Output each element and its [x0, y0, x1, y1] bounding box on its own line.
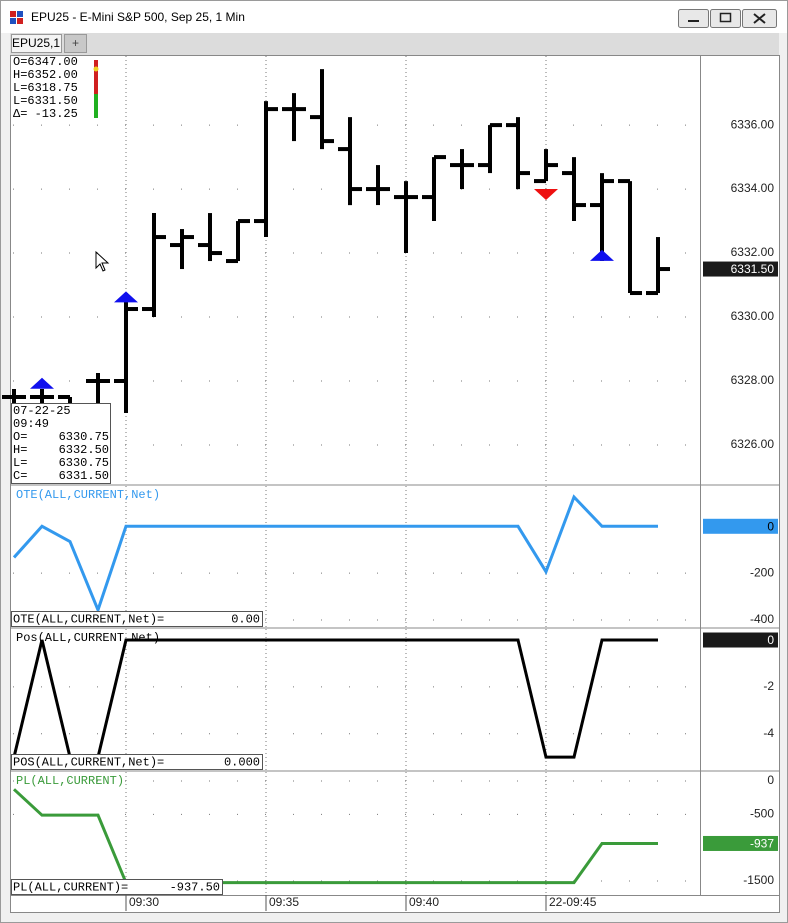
status-value: 0.000: [224, 756, 260, 770]
info-strip-dot: [93, 66, 99, 72]
y-tick-label: 6326.00: [731, 437, 775, 451]
indicator-line: [12, 788, 658, 885]
x-tick-label: 09:40: [409, 895, 439, 909]
y-tick-label: -4: [763, 726, 774, 740]
status-value: -937.50: [170, 881, 220, 895]
x-tick-label: 09:30: [129, 895, 159, 909]
y-tick-label: 6336.00: [731, 117, 775, 131]
ohlc-info: Δ= -13.25: [13, 107, 78, 121]
data-box-key: H=: [13, 443, 27, 457]
ohlc-info: O=6347.00: [13, 55, 78, 69]
panel-title: OTE(ALL,CURRENT,Net): [16, 488, 160, 502]
last-value-label: -937: [750, 837, 774, 851]
status-label: OTE(ALL,CURRENT,Net)=: [13, 613, 164, 627]
status-value: 0.00: [231, 613, 260, 627]
data-box-value: 6330.75: [59, 430, 109, 444]
ohlc-info: L=6318.75: [13, 81, 78, 95]
y-tick-label: 6330.00: [731, 309, 775, 323]
x-tick-label: 22-09:45: [549, 895, 597, 909]
chart-layer: 6326.00 6328.00 6330.00 6332.00 6334.00 6336.…: [2, 55, 778, 911]
x-tick-label: 09:35: [269, 895, 299, 909]
indicator-line: [12, 638, 658, 759]
ohlc-info: H=6352.00: [13, 68, 78, 82]
trade-marker: [590, 249, 614, 261]
data-box: [11, 403, 111, 484]
panel-title: PL(ALL,CURRENT): [16, 774, 124, 788]
status-label: PL(ALL,CURRENT)=: [13, 881, 128, 895]
new-tab-button[interactable]: [64, 34, 87, 53]
data-box-key: C=: [13, 469, 27, 483]
last-value-box: [703, 835, 778, 851]
minimize-button[interactable]: [678, 9, 709, 28]
y-tick-label: -400: [750, 612, 774, 626]
last-value-label: 6331.50: [731, 262, 775, 276]
status-label: POS(ALL,CURRENT,Net)=: [13, 756, 164, 770]
data-box-time: 09:49: [13, 417, 49, 431]
data-box-value: 6331.50: [59, 469, 109, 483]
y-tick-label: -1500: [743, 873, 774, 887]
trade-marker: [114, 291, 138, 303]
data-box-date: 07-22-25: [13, 404, 71, 418]
data-box-key: L=: [13, 456, 27, 470]
y-tick-label: -200: [750, 565, 774, 579]
ohlc-info: L=6331.50: [13, 94, 78, 108]
last-value-label: 0: [767, 633, 774, 647]
trade-marker: [534, 188, 558, 200]
app-icon: [10, 11, 23, 24]
tab-bar: [10, 33, 779, 55]
last-value-box: [703, 261, 778, 277]
data-box-value: 6332.50: [59, 443, 109, 457]
info-strip-green: [94, 94, 98, 118]
window-title: EPU25 - E-Mini S&P 500, Sep 25, 1 Min: [31, 10, 245, 24]
info-strip-red: [94, 60, 98, 94]
last-value-box: [703, 632, 778, 648]
data-box-value: 6330.75: [59, 456, 109, 470]
new-tab-label[interactable]: +: [72, 36, 79, 50]
y-tick-label: -2: [763, 679, 774, 693]
data-box-key: O=: [13, 430, 27, 444]
y-tick-label: 6334.00: [731, 181, 775, 195]
y-tick-label: 0: [767, 773, 774, 787]
close-button[interactable]: [742, 9, 777, 28]
panel-title: Pos(ALL,CURRENT,Net): [16, 631, 160, 645]
trade-marker: [30, 377, 54, 389]
y-tick-label: 6332.00: [731, 245, 775, 259]
tab[interactable]: [11, 34, 62, 53]
maximize-button[interactable]: [710, 9, 741, 28]
y-tick-label: 6328.00: [731, 373, 775, 387]
tab-label[interactable]: EPU25,1: [12, 36, 60, 50]
status-box: [11, 611, 263, 627]
last-value-box: [703, 518, 778, 534]
indicator-line: [12, 494, 658, 615]
status-box: [11, 879, 223, 895]
mouse-cursor: [95, 250, 110, 272]
last-value-label: 0: [767, 519, 774, 533]
status-box: [11, 754, 263, 770]
title-bar: [1, 1, 787, 33]
y-tick-label: -500: [750, 807, 774, 821]
